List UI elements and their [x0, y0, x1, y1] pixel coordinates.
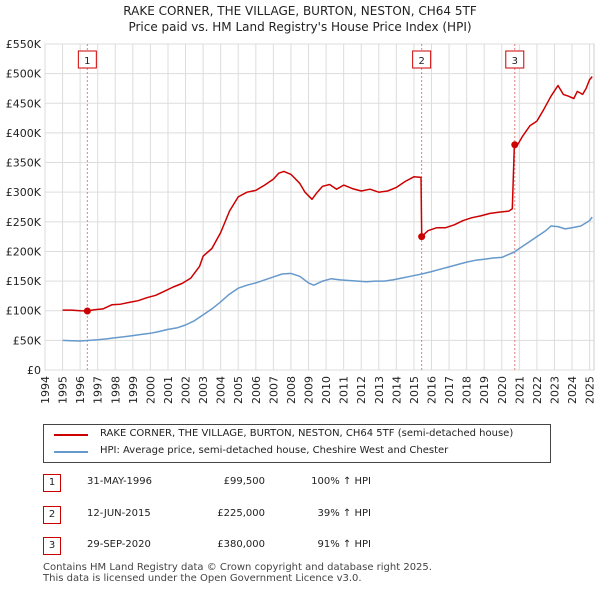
property-series-line — [62, 76, 593, 312]
footer-licence: This data is licensed under the Open Gov… — [43, 573, 362, 584]
transaction-label-box — [505, 50, 525, 69]
x-tick-label: 2011 — [338, 376, 351, 404]
hpi-series-line — [62, 216, 593, 342]
legend-swatch-property — [54, 434, 88, 436]
transaction-point — [83, 307, 91, 315]
x-tick-label: 2012 — [355, 376, 368, 404]
chart-subtitle: Price paid vs. HM Land Registry's House … — [128, 20, 472, 34]
x-tick-label: 2023 — [548, 376, 561, 404]
x-tick-label: 1998 — [109, 376, 122, 404]
transaction-price: £380,000 — [217, 539, 265, 550]
x-tick-label: 2009 — [303, 376, 316, 404]
x-tick-label: 1996 — [74, 376, 87, 404]
y-tick-label: £500K — [6, 68, 42, 81]
transaction-label: 2 — [418, 56, 424, 67]
x-tick-label: 2022 — [531, 376, 544, 404]
axes: £0 £50K £100K £150K £200K £250K £300K £350K £400… — [6, 38, 597, 404]
y-tick-label: £350K — [6, 157, 42, 170]
transaction-point — [418, 233, 426, 241]
x-tick-label: 2018 — [461, 376, 474, 404]
x-tick-label: 2003 — [197, 376, 210, 404]
x-tick-label: 2015 — [408, 376, 421, 404]
transaction-point — [511, 141, 519, 149]
y-tick-label: £550K — [6, 38, 42, 51]
x-tick-label: 2007 — [267, 376, 280, 404]
legend-item-hpi: HPI: Average price, semi-detached house,… — [44, 444, 550, 460]
x-tick-label: 2024 — [566, 376, 579, 404]
series — [62, 76, 593, 342]
x-tick-label: 2020 — [496, 376, 509, 404]
x-tick-label: 1995 — [57, 376, 70, 404]
transaction-price: £99,500 — [223, 476, 265, 487]
transaction-label: 1 — [84, 56, 90, 67]
transaction-hpi-change: 39% ↑ HPI — [317, 508, 371, 519]
transaction-date: 12-JUN-2015 — [87, 508, 151, 519]
x-tick-label: 2025 — [584, 376, 597, 404]
transaction-date: 29-SEP-2020 — [87, 539, 151, 550]
x-tick-label: 2019 — [478, 376, 491, 404]
transaction-hpi-change: 91% ↑ HPI — [317, 539, 371, 550]
transaction-date: 31-MAY-1996 — [87, 476, 153, 487]
y-tick-label: £300K — [6, 186, 42, 199]
y-tick-label: £250K — [6, 216, 42, 229]
x-tick-label: 2002 — [180, 376, 193, 404]
legend-swatch-hpi — [54, 451, 88, 453]
x-tick-label: 2013 — [373, 376, 386, 404]
y-tick-label: £150K — [6, 275, 42, 288]
y-tick-label: £0 — [27, 364, 41, 377]
transaction-badge: 3 — [43, 537, 61, 555]
x-tick-label: 2006 — [250, 376, 263, 404]
y-tick-label: £100K — [6, 305, 42, 318]
x-tick-label: 2021 — [513, 376, 526, 404]
transaction-markers: 1 2 3 — [77, 50, 525, 315]
transaction-badge: 1 — [43, 474, 61, 492]
x-tick-label: 2000 — [144, 376, 157, 404]
x-tick-label: 2001 — [162, 376, 175, 404]
x-tick-label: 1999 — [127, 376, 140, 404]
legend: RAKE CORNER, THE VILLAGE, BURTON, NESTON… — [43, 424, 551, 463]
x-tick-label: 2005 — [232, 376, 245, 404]
transaction-hpi-change: 100% ↑ HPI — [311, 476, 371, 487]
y-tick-label: £50K — [13, 334, 42, 347]
plot-area — [44, 43, 595, 371]
x-tick-label: 2010 — [320, 376, 333, 404]
x-tick-label: 1997 — [92, 376, 105, 404]
transaction-price: £225,000 — [217, 508, 265, 519]
x-tick-label: 2004 — [215, 376, 228, 404]
legend-label-property: RAKE CORNER, THE VILLAGE, BURTON, NESTON… — [100, 428, 514, 439]
grid — [44, 43, 595, 371]
x-tick-label: 2016 — [425, 376, 438, 404]
transaction-badge: 2 — [43, 506, 61, 524]
y-tick-label: £200K — [6, 245, 42, 258]
x-tick-label: 2017 — [443, 376, 456, 404]
transaction-label: 3 — [512, 56, 518, 67]
legend-item-property: RAKE CORNER, THE VILLAGE, BURTON, NESTON… — [44, 427, 550, 443]
x-tick-label: 1994 — [39, 376, 52, 404]
x-tick-label: 2014 — [390, 376, 403, 404]
transaction-label-box — [77, 50, 97, 69]
price-chart: 1 2 3 £0 £50K £100K £150K £200K £250K £300K £350K… — [6, 38, 597, 404]
transaction-label-box — [412, 50, 432, 69]
y-tick-label: £400K — [6, 127, 42, 140]
x-tick-label: 2008 — [285, 376, 298, 404]
chart-title: RAKE CORNER, THE VILLAGE, BURTON, NESTON… — [123, 4, 477, 18]
legend-label-hpi: HPI: Average price, semi-detached house,… — [100, 445, 449, 456]
y-tick-label: £450K — [6, 97, 42, 110]
footer-copyright: Contains HM Land Registry data © Crown c… — [43, 562, 432, 573]
